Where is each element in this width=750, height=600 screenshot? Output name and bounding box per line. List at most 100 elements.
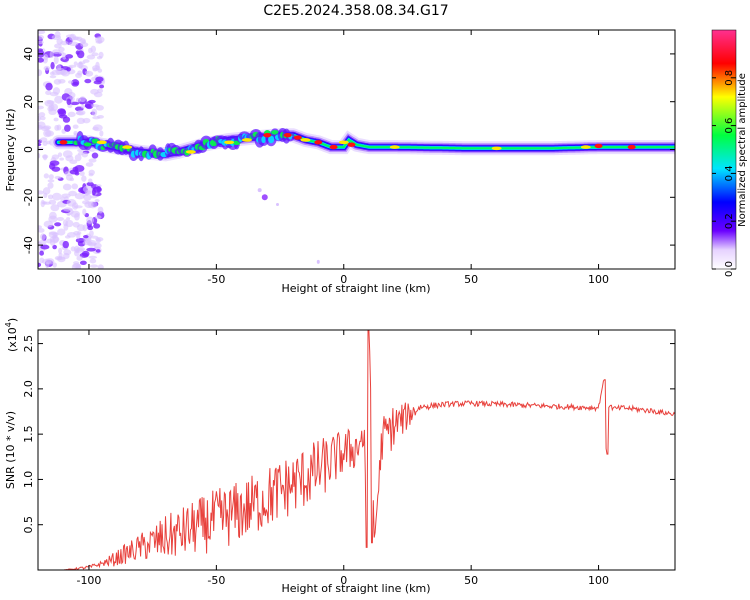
noise-blob: [83, 193, 92, 201]
noise-blob: [38, 112, 46, 118]
spectrogram-ytick-label: 20: [22, 95, 35, 109]
noise-blob: [58, 247, 63, 254]
noise-blob: [38, 34, 45, 40]
snr-xtick-label: -50: [207, 574, 225, 587]
snr-multiplier-close: ): [6, 318, 19, 322]
noise-blob: [41, 258, 52, 265]
noise-blob: [52, 262, 57, 268]
spectral-mid-peak: [389, 145, 400, 149]
noise-blob: [56, 216, 65, 221]
noise-blob: [53, 117, 59, 122]
noise-blob: [82, 208, 87, 216]
stray-blob: [261, 194, 268, 201]
noise-blob: [38, 105, 44, 110]
noise-blob: [54, 175, 62, 180]
noise-blob: [42, 187, 51, 195]
snr-xlabel: Height of straight line (km): [281, 582, 430, 595]
noise-blob: [63, 249, 72, 256]
spectral-mid-peak: [491, 146, 502, 151]
noise-blob: [93, 91, 103, 98]
snr-xtick-label: 100: [588, 574, 609, 587]
snr-multiplier: (x104): [4, 318, 19, 352]
colorbar-tick-label: 0.2: [724, 213, 735, 229]
snr-frame: [37, 329, 676, 571]
noise-blob: [57, 228, 66, 236]
noise-blob: [79, 96, 86, 103]
noise-blob: [71, 183, 79, 190]
spectrogram-xtick-label: 50: [464, 273, 478, 286]
spectrogram-xtick-label: 0: [340, 273, 347, 286]
noise-blob: [79, 260, 87, 265]
noise-blob: [47, 182, 54, 189]
snr-background: [38, 330, 675, 570]
spectral-mid-peak: [338, 140, 349, 145]
noise-blob: [40, 244, 50, 250]
noise-blob: [52, 87, 61, 95]
spectral-peak: [329, 144, 338, 150]
spectrogram-xtick-label: -50: [207, 273, 225, 286]
noise-blob: [62, 150, 73, 158]
snr-xtick-label: 0: [340, 574, 347, 587]
noise-blob: [50, 103, 59, 111]
noise-blob: [67, 80, 74, 84]
noise-blob: [66, 217, 71, 221]
noise-blob: [63, 207, 73, 212]
spectral-peak: [283, 132, 292, 138]
stray-blob: [276, 202, 280, 206]
noise-blob: [89, 104, 100, 108]
noise-blob: [82, 240, 93, 246]
noise-blob: [96, 185, 102, 192]
noise-blob: [70, 210, 80, 218]
noise-blob: [56, 124, 62, 131]
noise-blob: [81, 175, 87, 182]
colorbar-tick-label: 0.4: [724, 165, 735, 181]
snr-ytick-label: 1.0: [22, 471, 35, 489]
colorbar-ticks: 0.0 0.2 0.4 0.6 0.8: [712, 70, 736, 277]
spectrogram-plot: [38, 30, 675, 269]
noise-blob: [86, 54, 96, 60]
noise-blob: [38, 48, 44, 52]
noise-blob: [45, 82, 53, 91]
noise-blob: [49, 51, 54, 59]
ridge-core-blob: [271, 130, 279, 135]
noise-blob: [39, 250, 44, 256]
noise-blob: [75, 72, 82, 79]
noise-blob: [89, 258, 97, 264]
noise-blob: [88, 173, 94, 177]
snr-panel: -100 -50 0 50 100 0.5 1.0 1.5 2.0 2.5 Height of s…: [4, 318, 676, 595]
noise-blob: [84, 104, 92, 109]
noise-blob: [38, 69, 43, 77]
noise-blob: [82, 185, 93, 193]
spectrogram-ylabel: Frequency (Hz): [4, 109, 17, 192]
spectral-mid-peak: [224, 140, 235, 145]
noise-blob: [83, 235, 89, 239]
snr-ytick-label: 2.0: [22, 380, 35, 398]
snr-xtick-label: 50: [464, 574, 478, 587]
noise-blob: [74, 249, 80, 257]
noise-blob: [56, 38, 63, 45]
colorbar-tick-label: 0.8: [724, 70, 735, 86]
noise-blob: [50, 61, 55, 70]
noise-blob: [38, 190, 45, 195]
noise-blob: [81, 151, 89, 158]
noise-blob: [70, 246, 76, 252]
noise-blob: [91, 187, 96, 196]
noise-blob: [52, 244, 57, 250]
spectrogram-ytick-label: 0: [22, 146, 35, 153]
noise-blob: [48, 231, 58, 239]
noise-blob: [97, 264, 104, 269]
noise-blob: [48, 174, 54, 180]
noise-blob: [81, 250, 90, 257]
spectral-mid-peak: [580, 145, 591, 149]
noise-blob: [87, 201, 98, 209]
noise-blob: [51, 154, 60, 160]
noise-blob: [43, 173, 49, 179]
noise-blob: [72, 124, 79, 129]
noise-blob: [96, 55, 103, 60]
noise-blob: [43, 129, 52, 138]
noise-blob: [99, 84, 105, 89]
noise-blob: [39, 137, 48, 143]
spectral-mid-peak: [241, 138, 252, 142]
